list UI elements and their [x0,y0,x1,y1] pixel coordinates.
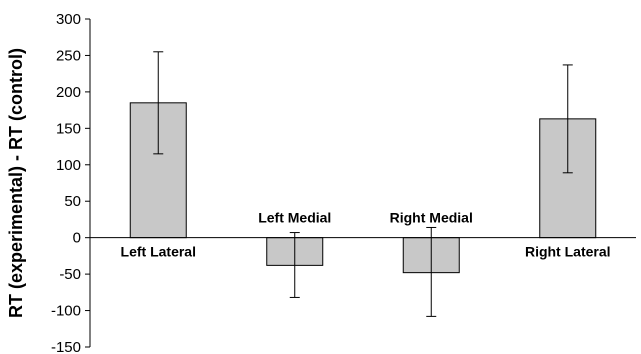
plot-area: 300 250 200 150 100 50 0 -50 -100 -150 Left Latera… [51,11,636,354]
y-tick-label: 250 [56,47,81,64]
bar [539,118,597,239]
y-axis-title: RT (experimental) - RT (control) [6,48,26,318]
category-label: Right Lateral [525,244,611,260]
y-tick-label: 0 [73,230,81,247]
y-tick-label: 200 [56,84,81,101]
y-tick-label: 150 [56,120,81,137]
category-label: Right Medial [390,210,473,226]
y-tick-label: 50 [64,193,81,210]
y-tick-label: -50 [59,266,81,283]
category-label: Left Medial [258,210,331,226]
y-tick-label: 100 [56,157,81,174]
y-tick-label: -100 [51,303,81,320]
y-tick-label: 300 [56,11,81,28]
category-label: Left Lateral [121,244,196,260]
y-tick-label: -150 [51,339,81,354]
